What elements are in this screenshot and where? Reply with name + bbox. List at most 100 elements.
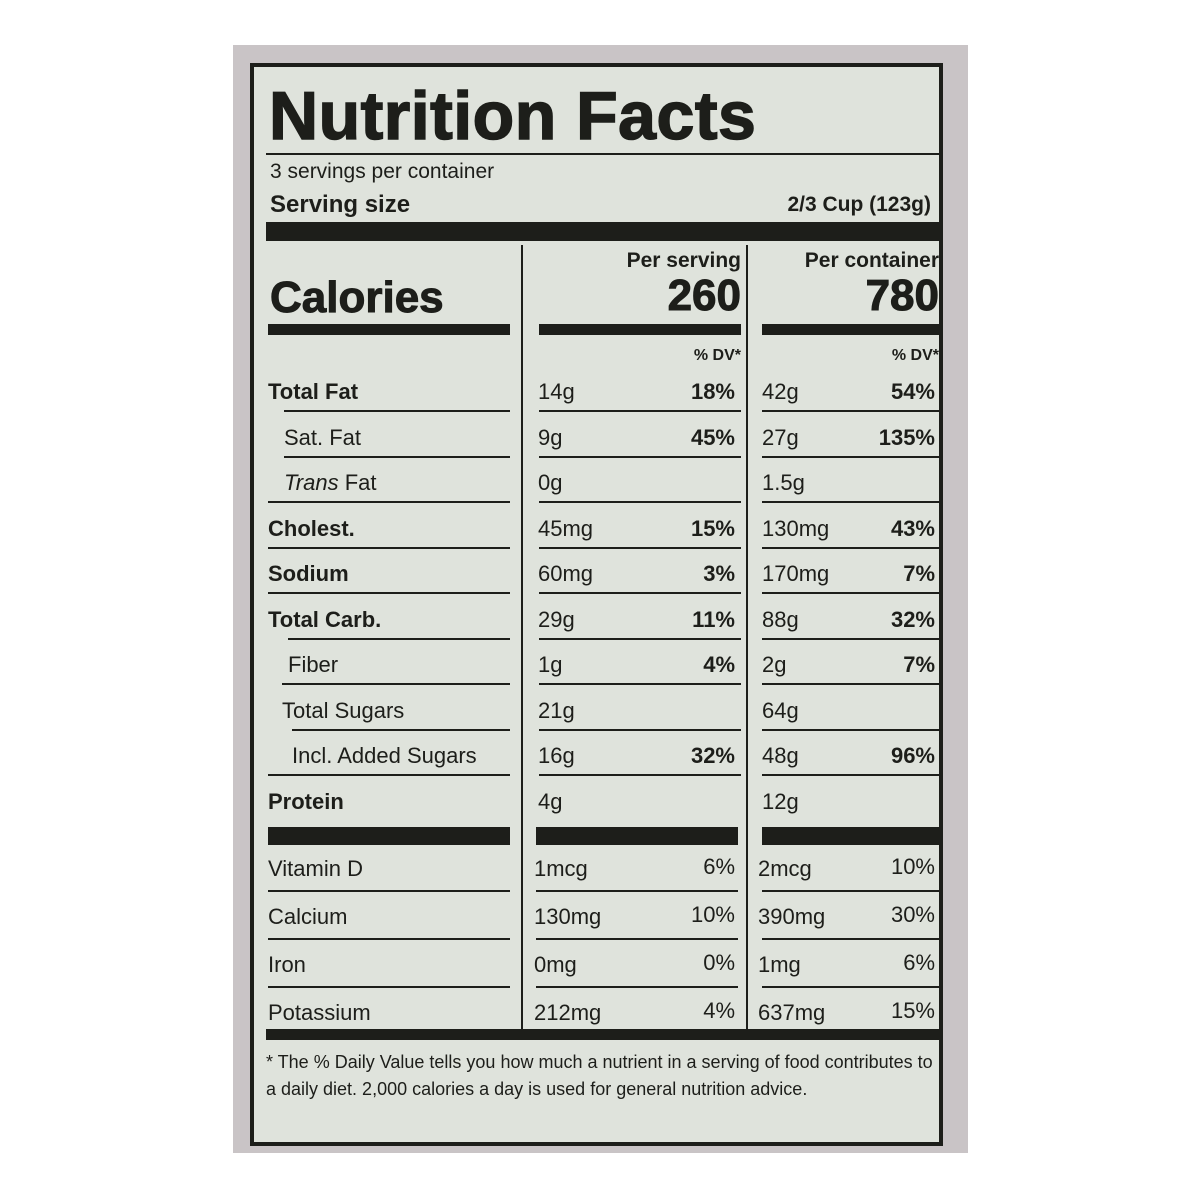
serving-amount: 16g	[538, 743, 575, 768]
container-amount: 64g	[762, 697, 799, 723]
nutrient-label: Total Sugars	[282, 697, 405, 723]
serving-dv: 32%	[690, 743, 735, 768]
row-divider	[539, 774, 741, 776]
container-amount: 130mg	[762, 515, 830, 541]
container-amount: 2mcg	[758, 856, 812, 881]
container-amount: 1.5g	[762, 470, 805, 495]
row-divider	[539, 592, 741, 594]
row-divider	[762, 455, 939, 458]
row-divider	[762, 592, 939, 594]
container-dv: 10%	[890, 854, 935, 879]
row-divider	[284, 410, 510, 412]
serving-amount: 130mg	[534, 904, 602, 929]
container-amount: 2g	[762, 652, 787, 677]
row-divider	[762, 546, 939, 549]
row-divider	[539, 728, 741, 731]
row-divider	[536, 890, 738, 892]
nutrient-label: Total Carb.	[268, 606, 382, 632]
container-dv: 96%	[890, 743, 935, 768]
container-amount: 48g	[762, 743, 799, 768]
serving-amount: 45mg	[538, 515, 594, 541]
row-divider	[762, 683, 939, 685]
row-divider	[288, 637, 510, 640]
serving-dv: 11%	[692, 606, 735, 632]
row-divider	[268, 546, 510, 549]
calories-bar-container	[762, 324, 939, 335]
dv-header-serving: % DV*	[693, 347, 741, 364]
vitamin-label: Calcium	[268, 904, 348, 929]
vitamin-bar-label	[268, 827, 510, 845]
row-divider	[539, 410, 741, 412]
row-divider	[539, 501, 741, 503]
nutrient-label: Trans Fat	[284, 470, 377, 496]
serving-amount: 60mg	[538, 561, 594, 586]
container-dv: 54%	[890, 379, 935, 404]
calories-bar-label	[268, 324, 510, 335]
row-divider	[539, 637, 741, 640]
serving-amount: 1mcg	[534, 856, 588, 881]
container-dv: 43%	[890, 515, 935, 541]
row-divider	[284, 455, 510, 458]
serving-size-value: 2/3 Cup (123g)	[787, 193, 931, 216]
row-divider	[268, 986, 510, 988]
container-dv: 15%	[890, 998, 935, 1023]
serving-amount: 21g	[538, 697, 575, 723]
container-amount: 27g	[762, 424, 799, 450]
serving-amount: 1g	[538, 652, 563, 677]
nutrient-label: Incl. Added Sugars	[292, 743, 477, 768]
container-amount: 42g	[762, 379, 799, 404]
per-container-calories: 780	[865, 271, 939, 321]
serving-dv: 18%	[690, 379, 735, 404]
nutrient-label: Sodium	[268, 561, 349, 586]
container-dv: 6%	[903, 950, 935, 975]
serving-dv: 45%	[690, 424, 735, 450]
per-serving-header: Per serving	[626, 249, 741, 272]
vitamin-label: Iron	[268, 952, 306, 977]
nutrient-label: Protein	[268, 788, 344, 814]
row-divider	[762, 938, 939, 940]
serving-amount: 14g	[538, 379, 575, 404]
calories-bar-serving	[539, 324, 741, 335]
row-divider	[268, 592, 510, 594]
row-divider	[282, 683, 510, 685]
row-divider	[762, 410, 939, 412]
row-divider	[536, 938, 738, 940]
row-divider	[268, 501, 510, 503]
row-divider	[268, 774, 510, 776]
nutrient-label-rest: Fat	[338, 470, 377, 495]
vitamin-bar-serving	[536, 827, 738, 845]
nutrient-label: Cholest.	[268, 515, 355, 541]
nutrient-label: Total Fat	[268, 379, 359, 404]
serving-amount: 0g	[538, 470, 563, 495]
nutrient-label: Fiber	[288, 652, 339, 677]
nutrient-label: Sat. Fat	[284, 424, 362, 450]
panel-title: Nutrition Facts	[268, 77, 757, 155]
per-container-header: Per container	[804, 249, 939, 272]
row-divider	[762, 637, 939, 640]
title-divider	[266, 153, 939, 155]
container-dv: 7%	[903, 561, 935, 586]
row-divider	[539, 455, 741, 458]
row-divider	[268, 890, 510, 892]
serving-dv: 4%	[703, 998, 735, 1023]
serving-dv: 3%	[703, 561, 735, 586]
vitamin-label: Potassium	[268, 1000, 371, 1025]
nutrition-facts-panel: Nutrition Facts 3 servings per container…	[250, 63, 943, 1146]
serving-amount: 9g	[538, 424, 563, 450]
serving-amount: 29g	[538, 606, 575, 632]
row-divider	[536, 986, 738, 988]
container-dv: 32%	[890, 606, 935, 632]
row-divider	[762, 890, 939, 892]
dv-header-container: % DV*	[891, 347, 939, 364]
vitamin-bar-container	[762, 827, 939, 845]
row-divider	[762, 986, 939, 988]
row-divider	[762, 501, 939, 503]
row-divider	[762, 774, 939, 776]
serving-dv: 15%	[690, 515, 735, 541]
serving-dv: 4%	[703, 652, 735, 677]
serving-divider-bar	[266, 222, 939, 241]
serving-dv: 10%	[690, 902, 735, 927]
serving-amount: 4g	[538, 788, 563, 814]
row-divider	[268, 938, 510, 940]
serving-size-label: Serving size	[270, 191, 411, 218]
